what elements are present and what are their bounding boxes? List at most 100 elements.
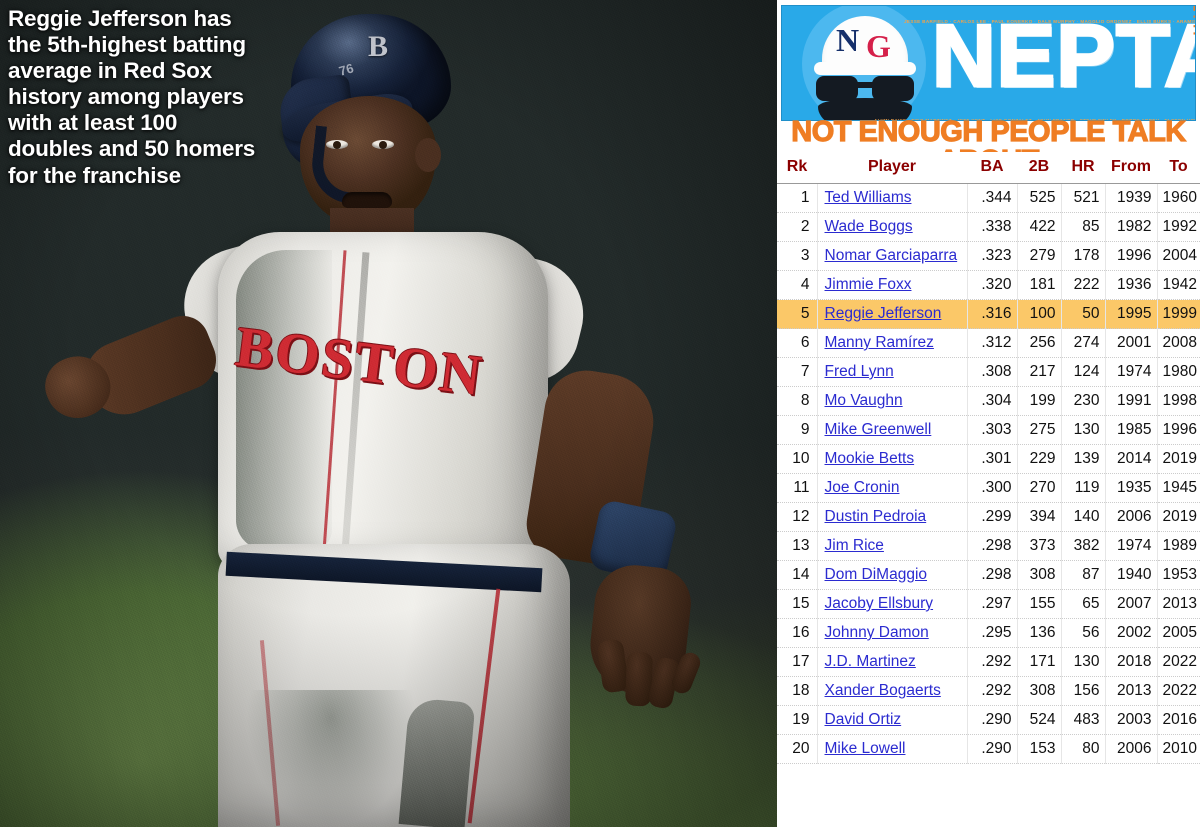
player-link[interactable]: Manny Ramírez — [824, 334, 934, 351]
player-link[interactable]: Jacoby Ellsbury — [824, 595, 934, 612]
caption-text: Reggie Jefferson has the 5th-highest bat… — [8, 6, 256, 188]
cell-rank: 9 — [777, 415, 818, 445]
cell-home-runs: 87 — [1061, 560, 1106, 590]
cell-player: J.D. Martinez — [817, 647, 968, 677]
player-photo: B 76 BOSTON — [0, 0, 777, 827]
cell-from-year: 1995 — [1105, 299, 1158, 329]
cell-doubles: 308 — [1017, 560, 1062, 590]
table-row: 3 Nomar Garciaparra .323 279 178 1996 2004 — [777, 241, 1200, 271]
cell-from-year: 2014 — [1105, 444, 1158, 474]
cell-home-runs: 56 — [1061, 618, 1106, 648]
player-link[interactable]: Reggie Jefferson — [824, 305, 942, 322]
cell-to-year: 2004 — [1157, 241, 1200, 271]
cell-from-year: 1940 — [1105, 560, 1158, 590]
cell-rank: 13 — [777, 531, 818, 561]
player-link[interactable]: Mike Lowell — [824, 740, 906, 757]
nepta-banner: N G JESSE BARFIELD · CARLOS LEE · PAUL K… — [777, 0, 1200, 176]
cell-home-runs: 85 — [1061, 212, 1106, 242]
cell-doubles: 181 — [1017, 270, 1062, 300]
cell-to-year: 2022 — [1157, 647, 1200, 677]
cell-batting-average: .312 — [967, 328, 1018, 358]
cell-home-runs: 521 — [1061, 183, 1106, 213]
cell-to-year: 2022 — [1157, 676, 1200, 706]
cell-from-year: 2006 — [1105, 502, 1158, 532]
left-pupil — [333, 141, 341, 149]
player-link[interactable]: Xander Bogaerts — [824, 682, 941, 699]
player-link[interactable]: Wade Boggs — [824, 218, 913, 235]
cell-to-year: 2016 — [1157, 705, 1200, 735]
cell-to-year: 1992 — [1157, 212, 1200, 242]
cell-doubles: 524 — [1017, 705, 1062, 735]
player-link[interactable]: Mo Vaughn — [824, 392, 903, 409]
table-row: 4 Jimmie Foxx .320 181 222 1936 1942 — [777, 270, 1200, 300]
sunglasses-icon — [816, 76, 914, 102]
cell-player: Fred Lynn — [817, 357, 968, 387]
table-row: 2 Wade Boggs .338 422 85 1982 1992 — [777, 212, 1200, 242]
player-link[interactable]: Ted Williams — [824, 189, 912, 206]
photo-grain — [0, 0, 777, 827]
col-header-ba[interactable]: BA — [967, 152, 1017, 184]
col-header-2b[interactable]: 2B — [1017, 152, 1061, 184]
table-row: 14 Dom DiMaggio .298 308 87 1940 1953 — [777, 560, 1200, 590]
cell-from-year: 1935 — [1105, 473, 1158, 503]
cell-home-runs: 222 — [1061, 270, 1106, 300]
cell-doubles: 155 — [1017, 589, 1062, 619]
table-row: 18 Xander Bogaerts .292 308 156 2013 2022 — [777, 676, 1200, 706]
col-header-hr[interactable]: HR — [1061, 152, 1105, 184]
cell-from-year: 1982 — [1105, 212, 1158, 242]
cell-doubles: 308 — [1017, 676, 1062, 706]
banner-names-top: JESSE BARFIELD · CARLOS LEE · PAUL KONER… — [904, 20, 1196, 24]
col-header-from[interactable]: From — [1105, 152, 1157, 184]
cell-batting-average: .298 — [967, 560, 1018, 590]
player-link[interactable]: Jim Rice — [824, 537, 884, 554]
player-link[interactable]: Johnny Damon — [824, 624, 929, 641]
brand-wordmark: NEPTA — [931, 6, 1195, 105]
cell-to-year: 1960 — [1157, 183, 1200, 213]
cell-batting-average: .301 — [967, 444, 1018, 474]
player-link[interactable]: Joe Cronin — [824, 479, 900, 496]
logo-letter-g: G — [866, 28, 891, 64]
player-link[interactable]: Fred Lynn — [824, 363, 894, 380]
player-link[interactable]: J.D. Martinez — [824, 653, 916, 670]
cell-rank: 3 — [777, 241, 818, 271]
cell-batting-average: .290 — [967, 734, 1018, 764]
cell-doubles: 229 — [1017, 444, 1062, 474]
cell-batting-average: .299 — [967, 502, 1018, 532]
col-header-rk[interactable]: Rk — [777, 152, 817, 184]
cell-from-year: 2007 — [1105, 589, 1158, 619]
table-row: 13 Jim Rice .298 373 382 1974 1989 — [777, 531, 1200, 561]
cell-from-year: 2013 — [1105, 676, 1158, 706]
table-row: 8 Mo Vaughn .304 199 230 1991 1998 — [777, 386, 1200, 416]
social-handle[interactable]: @NOTGAETTI — [1189, 6, 1195, 36]
cell-batting-average: .304 — [967, 386, 1018, 416]
cell-home-runs: 230 — [1061, 386, 1106, 416]
sunglasses-right-lens — [872, 76, 914, 101]
table-row: 6 Manny Ramírez .312 256 274 2001 2008 — [777, 328, 1200, 358]
player-link[interactable]: Mookie Betts — [824, 450, 915, 467]
player-link[interactable]: David Ortiz — [824, 711, 902, 728]
col-header-to[interactable]: To — [1157, 152, 1200, 184]
cell-to-year: 1945 — [1157, 473, 1200, 503]
cell-home-runs: 80 — [1061, 734, 1106, 764]
cell-home-runs: 119 — [1061, 473, 1106, 503]
photo-vignette — [0, 0, 777, 827]
player-link[interactable]: Jimmie Foxx — [824, 276, 912, 293]
cell-to-year: 2008 — [1157, 328, 1200, 358]
player-link[interactable]: Dom DiMaggio — [824, 566, 928, 583]
cell-batting-average: .344 — [967, 183, 1018, 213]
player-link[interactable]: Nomar Garciaparra — [824, 247, 958, 264]
cell-from-year: 1985 — [1105, 415, 1158, 445]
cell-batting-average: .292 — [967, 676, 1018, 706]
player-link[interactable]: Mike Greenwell — [824, 421, 932, 438]
table-row: 16 Johnny Damon .295 136 56 2002 2005 — [777, 618, 1200, 648]
cell-rank: 16 — [777, 618, 818, 648]
cell-doubles: 275 — [1017, 415, 1062, 445]
cell-rank: 14 — [777, 560, 818, 590]
player-link[interactable]: Dustin Pedroia — [824, 508, 927, 525]
cell-to-year: 1999 — [1157, 299, 1200, 329]
table-row: 15 Jacoby Ellsbury .297 155 65 2007 2013 — [777, 589, 1200, 619]
cell-from-year: 1991 — [1105, 386, 1158, 416]
cell-batting-average: .292 — [967, 647, 1018, 677]
col-header-player[interactable]: Player — [817, 152, 967, 184]
